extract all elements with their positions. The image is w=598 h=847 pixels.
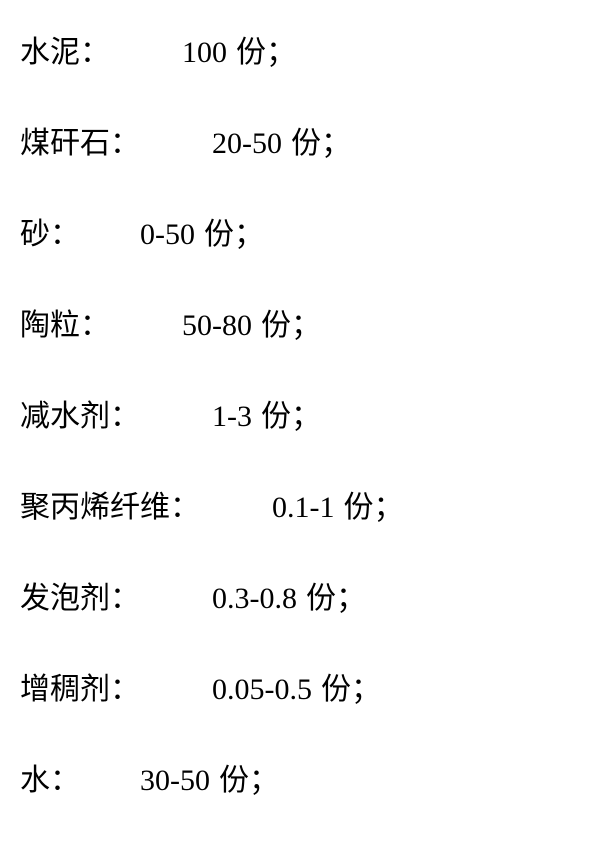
semicolon: ；: [266, 30, 296, 75]
ingredient-value: 0.05-0.5: [212, 667, 312, 712]
semicolon: ；: [351, 667, 381, 712]
ingredient-unit: 份: [321, 667, 351, 712]
ingredient-unit: 份: [306, 576, 336, 621]
ingredient-label: 陶粒：: [20, 303, 110, 348]
semicolon: ；: [336, 576, 366, 621]
ingredient-value: 50-80: [182, 303, 252, 348]
ingredient-label: 煤矸石：: [20, 121, 140, 166]
ingredient-value: 30-50: [140, 758, 210, 803]
ingredient-label: 水泥：: [20, 30, 110, 75]
ingredient-label: 水：: [20, 758, 80, 803]
semicolon: ；: [321, 121, 351, 166]
ingredient-value: 20-50: [212, 121, 282, 166]
ingredient-value: 100: [182, 30, 227, 75]
ingredient-list: 水泥：100份；煤矸石：20-50份；砂：0-50份；陶粒：50-80份；减水剂…: [20, 30, 578, 803]
ingredient-line: 增稠剂： 0.05-0.5份；: [20, 667, 578, 712]
ingredient-line: 陶粒： 50-80份；: [20, 303, 578, 348]
ingredient-value: 0.3-0.8: [212, 576, 297, 621]
ingredient-label: 砂：: [20, 212, 80, 257]
ingredient-line: 煤矸石： 20-50份；: [20, 121, 578, 166]
ingredient-line: 聚丙烯纤维： 0.1-1份；: [20, 485, 578, 530]
ingredient-line: 砂： 0-50份；: [20, 212, 578, 257]
ingredient-unit: 份: [236, 30, 266, 75]
ingredient-label: 发泡剂：: [20, 576, 140, 621]
ingredient-line: 水泥： 100份；: [20, 30, 578, 75]
semicolon: ；: [291, 394, 321, 439]
semicolon: ；: [234, 212, 264, 257]
ingredient-unit: 份: [219, 758, 249, 803]
ingredient-line: 发泡剂： 0.3-0.8份；: [20, 576, 578, 621]
ingredient-label: 聚丙烯纤维：: [20, 485, 200, 530]
ingredient-line: 减水剂： 1-3份；: [20, 394, 578, 439]
ingredient-label: 减水剂：: [20, 394, 140, 439]
semicolon: ；: [291, 303, 321, 348]
ingredient-line: 水： 30-50份；: [20, 758, 578, 803]
ingredient-label: 增稠剂：: [20, 667, 140, 712]
ingredient-value: 0.1-1: [272, 485, 335, 530]
ingredient-unit: 份: [291, 121, 321, 166]
semicolon: ；: [249, 758, 279, 803]
ingredient-value: 1-3: [212, 394, 252, 439]
ingredient-unit: 份: [261, 303, 291, 348]
ingredient-unit: 份: [204, 212, 234, 257]
ingredient-unit: 份: [344, 485, 374, 530]
semicolon: ；: [374, 485, 404, 530]
ingredient-value: 0-50: [140, 212, 195, 257]
ingredient-unit: 份: [261, 394, 291, 439]
